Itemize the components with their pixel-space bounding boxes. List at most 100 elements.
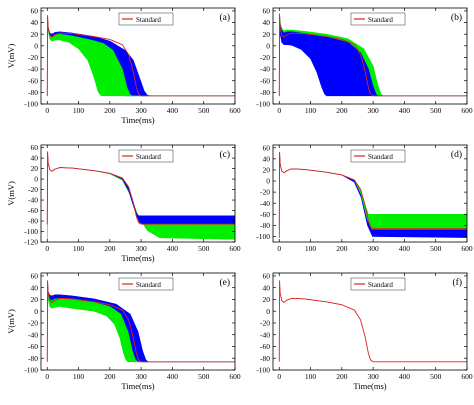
plot-area-c bbox=[46, 151, 235, 240]
trace-band-blue bbox=[46, 15, 235, 97]
legend-box bbox=[118, 12, 174, 26]
y-tick-label: 60 bbox=[31, 7, 39, 16]
standard-trace-line bbox=[46, 15, 235, 97]
chart-panel-a: 0 100 200 300 400 500 600 -100 -80 -60 -40 -20 0 20 40… bbox=[6, 7, 241, 125]
x-tick-label: 500 bbox=[430, 372, 442, 381]
x-tick-label: 100 bbox=[305, 372, 317, 381]
y-tick-label: 20 bbox=[31, 30, 39, 39]
y-tick-label: 0 bbox=[34, 41, 38, 50]
x-tick-label: 0 bbox=[277, 372, 281, 381]
x-tick-label: 600 bbox=[229, 106, 241, 115]
y-tick-label: -20 bbox=[28, 185, 38, 194]
y-tick-label: 40 bbox=[263, 18, 271, 27]
trace-band-green bbox=[46, 151, 235, 240]
x-tick-label: 600 bbox=[229, 244, 241, 253]
x-tick-label: 600 bbox=[461, 106, 473, 115]
y-tick-label: -100 bbox=[256, 100, 270, 109]
x-tick-label: 100 bbox=[305, 106, 317, 115]
x-tick-label: 0 bbox=[45, 244, 49, 253]
plot-frame bbox=[272, 144, 468, 243]
plot-area-a bbox=[46, 15, 235, 97]
chart-panel-f: 0 100 200 300 400 500 600 -100 -80 -60 -40 -20 0 20 40… bbox=[256, 272, 473, 391]
y-tick-label: -20 bbox=[28, 53, 38, 62]
y-tick-label: -100 bbox=[24, 227, 38, 236]
y-tick-label: 60 bbox=[263, 143, 271, 152]
y-tick-label: -60 bbox=[28, 342, 38, 351]
x-tick-label: 500 bbox=[198, 244, 210, 253]
legend-box bbox=[350, 12, 406, 26]
plot-frame bbox=[40, 7, 236, 105]
standard-trace-line bbox=[278, 280, 467, 363]
x-tick-label: 300 bbox=[136, 244, 148, 253]
y-tick-label: -20 bbox=[260, 188, 270, 197]
x-tick-label: 300 bbox=[368, 244, 380, 253]
y-tick-label: 20 bbox=[263, 295, 271, 304]
x-tick-label: 0 bbox=[45, 106, 49, 115]
panel-label: (f) bbox=[453, 277, 463, 288]
plot-frame bbox=[272, 7, 468, 105]
y-axis-label: V(mV) bbox=[6, 44, 16, 69]
plot-area-f bbox=[278, 280, 467, 363]
x-tick-label: 300 bbox=[368, 372, 380, 381]
y-tick-label: 40 bbox=[263, 283, 271, 292]
y-tick-label: 60 bbox=[31, 272, 39, 281]
legend-box bbox=[118, 277, 174, 291]
plot-area-e bbox=[46, 280, 235, 363]
y-tick-label: -100 bbox=[24, 100, 38, 109]
y-tick-label: 20 bbox=[263, 166, 271, 175]
y-tick-label: 40 bbox=[263, 154, 271, 163]
y-tick-label: -60 bbox=[260, 76, 270, 85]
y-tick-label: -100 bbox=[256, 366, 270, 375]
y-tick-label: -20 bbox=[260, 53, 270, 62]
y-tick-label: -60 bbox=[28, 206, 38, 215]
plot-frame bbox=[272, 272, 468, 371]
standard-trace-line bbox=[46, 151, 235, 225]
x-tick-label: 400 bbox=[399, 106, 411, 115]
x-tick-label: 400 bbox=[399, 372, 411, 381]
standard-trace-line bbox=[278, 15, 467, 97]
y-tick-label: -80 bbox=[28, 88, 38, 97]
y-tick-label: -40 bbox=[28, 330, 38, 339]
x-tick-label: 400 bbox=[399, 244, 411, 253]
x-tick-label: 600 bbox=[229, 372, 241, 381]
y-tick-label: 20 bbox=[31, 295, 39, 304]
x-tick-label: 300 bbox=[136, 372, 148, 381]
y-tick-label: -80 bbox=[260, 354, 270, 363]
x-tick-label: 0 bbox=[277, 106, 281, 115]
y-tick-label: 40 bbox=[31, 18, 39, 27]
standard-trace-line bbox=[46, 280, 235, 363]
x-tick-label: 300 bbox=[368, 106, 380, 115]
x-tick-label: 500 bbox=[430, 244, 442, 253]
y-tick-label: -40 bbox=[260, 330, 270, 339]
y-tick-label: 0 bbox=[266, 41, 270, 50]
x-tick-label: 400 bbox=[167, 106, 179, 115]
x-tick-label: 100 bbox=[73, 244, 85, 253]
y-tick-label: 60 bbox=[263, 7, 271, 16]
y-tick-label: 60 bbox=[31, 143, 39, 152]
plot-frame bbox=[40, 272, 236, 371]
chart-panel-d: 0 100 200 300 400 500 600 -100 -80 -60 -40 -20 0 20 40… bbox=[256, 143, 473, 253]
x-tick-label: 400 bbox=[167, 372, 179, 381]
y-tick-label: 40 bbox=[31, 154, 39, 163]
plot-area-d bbox=[278, 151, 467, 238]
legend-label: Standard bbox=[368, 16, 393, 24]
y-tick-label: -80 bbox=[260, 221, 270, 230]
y-tick-label: 40 bbox=[31, 283, 39, 292]
trace-band-blue bbox=[46, 280, 235, 363]
y-tick-label: 0 bbox=[266, 307, 270, 316]
y-axis-label: V(mV) bbox=[6, 309, 16, 334]
legend-box bbox=[118, 149, 174, 163]
standard-trace-line bbox=[278, 151, 467, 230]
y-tick-label: -40 bbox=[260, 199, 270, 208]
plot-area-b bbox=[278, 13, 467, 97]
x-axis-label: Time(ms) bbox=[121, 381, 154, 391]
legend-label: Standard bbox=[136, 153, 161, 161]
y-tick-label: -80 bbox=[260, 88, 270, 97]
legend-label: Standard bbox=[136, 16, 161, 24]
trace-band-green bbox=[278, 151, 467, 231]
x-tick-label: 200 bbox=[104, 244, 116, 253]
x-axis-label: Time(ms) bbox=[121, 115, 154, 125]
y-tick-label: 20 bbox=[31, 164, 39, 173]
x-tick-label: 100 bbox=[305, 244, 317, 253]
